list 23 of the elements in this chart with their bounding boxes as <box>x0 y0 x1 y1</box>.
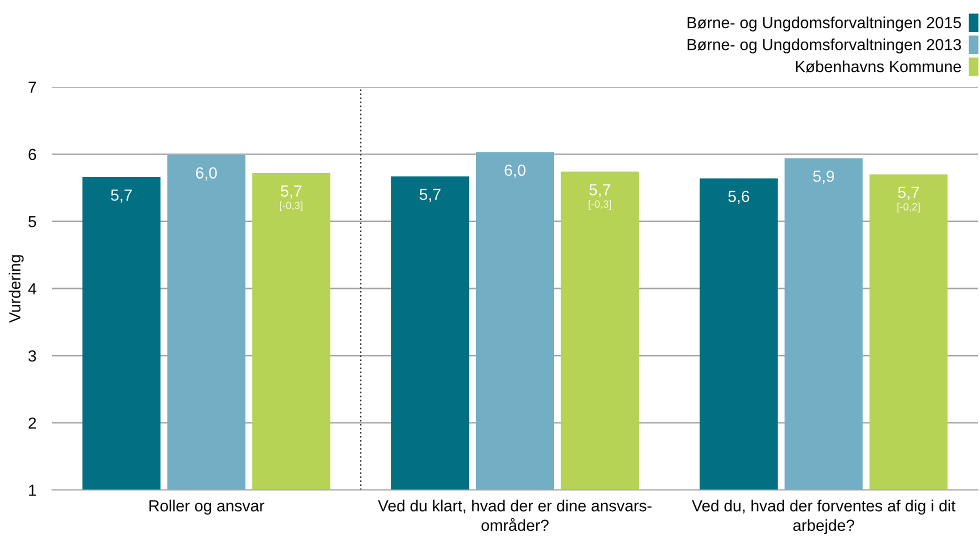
x-tick-label: Ved du klart, hvad der er dine ansvars- områder? <box>378 500 652 531</box>
legend-label: Børne- og Ungdomsforvaltningen 2013 <box>688 38 961 54</box>
y-axis-title: Vurdering <box>8 255 24 323</box>
data-label: 5,7 <box>110 190 132 203</box>
x-tick-label: Roller og ansvar <box>150 500 264 515</box>
data-label: 5,7 [-0,3] <box>280 186 302 212</box>
data-label: 6,0 <box>504 164 526 178</box>
y-tick-label: 7 <box>28 82 36 93</box>
data-label: 5,6 <box>728 190 750 204</box>
data-label: 5,9 <box>813 170 834 184</box>
data-label: 5,7 [-0,2] <box>897 186 920 213</box>
y-tick-label: 6 <box>28 148 36 160</box>
data-label: 5,7 [-0,3] <box>588 184 612 210</box>
legend-label: Børne- og Ungdomsforvaltningen 2015 <box>688 16 961 32</box>
y-tick-label: 2 <box>28 417 36 429</box>
y-tick-label: 4 <box>28 283 36 294</box>
y-tick-label: 1 <box>29 484 36 496</box>
y-tick-label: 5 <box>28 216 36 228</box>
data-label: 6,0 <box>196 167 217 180</box>
y-tick-label: 3 <box>28 350 36 362</box>
legend-label: Københavns Kommune <box>796 60 961 72</box>
x-tick-label: Ved du, hvad der forventes af dig i dit arbejde? <box>692 500 956 534</box>
data-label: 5,7 <box>420 188 440 202</box>
